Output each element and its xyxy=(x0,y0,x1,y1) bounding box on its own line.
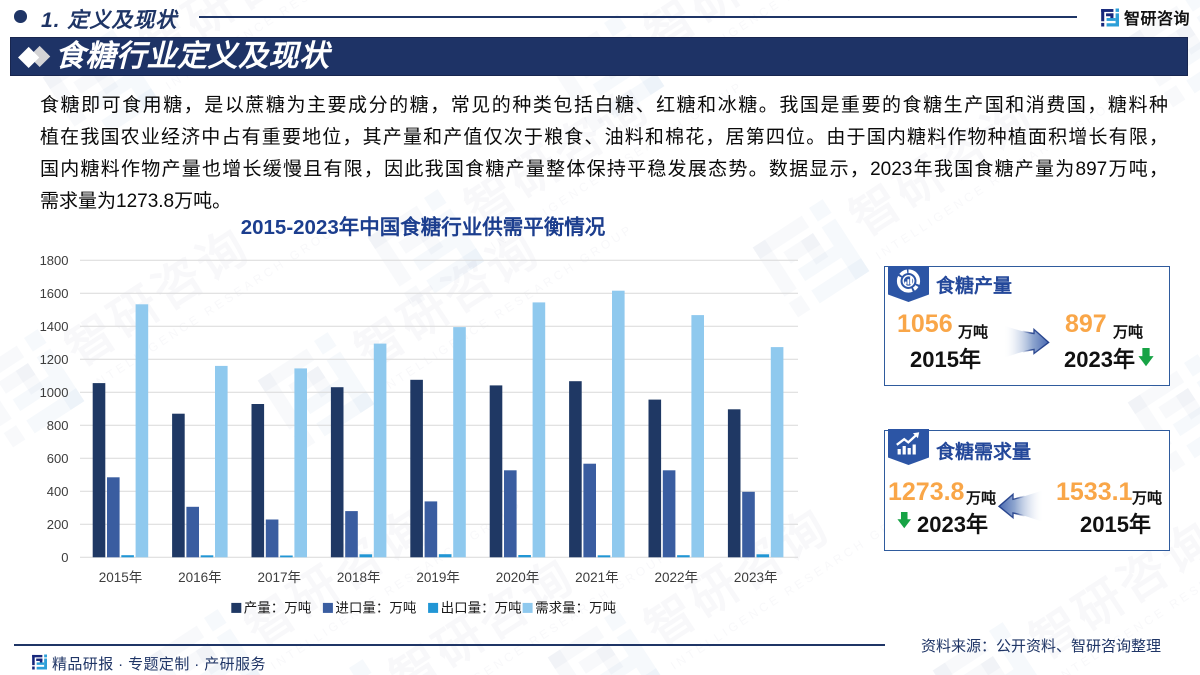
svg-text:400: 400 xyxy=(47,484,69,499)
svg-text:2017年: 2017年 xyxy=(258,570,302,585)
svg-text:0: 0 xyxy=(61,550,68,565)
svg-text:2018年: 2018年 xyxy=(337,570,381,585)
svg-text:1000: 1000 xyxy=(40,385,69,400)
svg-text:600: 600 xyxy=(47,451,69,466)
svg-text:200: 200 xyxy=(47,517,69,532)
svg-text:进口量：万吨: 进口量：万吨 xyxy=(335,601,416,616)
svg-text:2021年: 2021年 xyxy=(575,570,619,585)
svg-text:需求量：万吨: 需求量：万吨 xyxy=(535,601,616,616)
svg-text:2022年: 2022年 xyxy=(655,570,699,585)
svg-text:1200: 1200 xyxy=(40,352,69,367)
svg-text:1800: 1800 xyxy=(40,253,69,268)
svg-text:2015-2023年中国食糖行业供需平衡情况: 2015-2023年中国食糖行业供需平衡情况 xyxy=(241,215,606,239)
svg-text:2015年: 2015年 xyxy=(99,570,143,585)
svg-text:1400: 1400 xyxy=(40,319,69,334)
svg-text:出口量：万吨: 出口量：万吨 xyxy=(441,601,522,616)
svg-text:产量：万吨: 产量：万吨 xyxy=(244,601,311,616)
svg-text:2019年: 2019年 xyxy=(416,570,460,585)
svg-text:1600: 1600 xyxy=(40,286,69,301)
svg-text:2016年: 2016年 xyxy=(178,570,222,585)
svg-text:2023年: 2023年 xyxy=(734,570,778,585)
svg-text:800: 800 xyxy=(47,418,69,433)
svg-text:2020年: 2020年 xyxy=(496,570,540,585)
